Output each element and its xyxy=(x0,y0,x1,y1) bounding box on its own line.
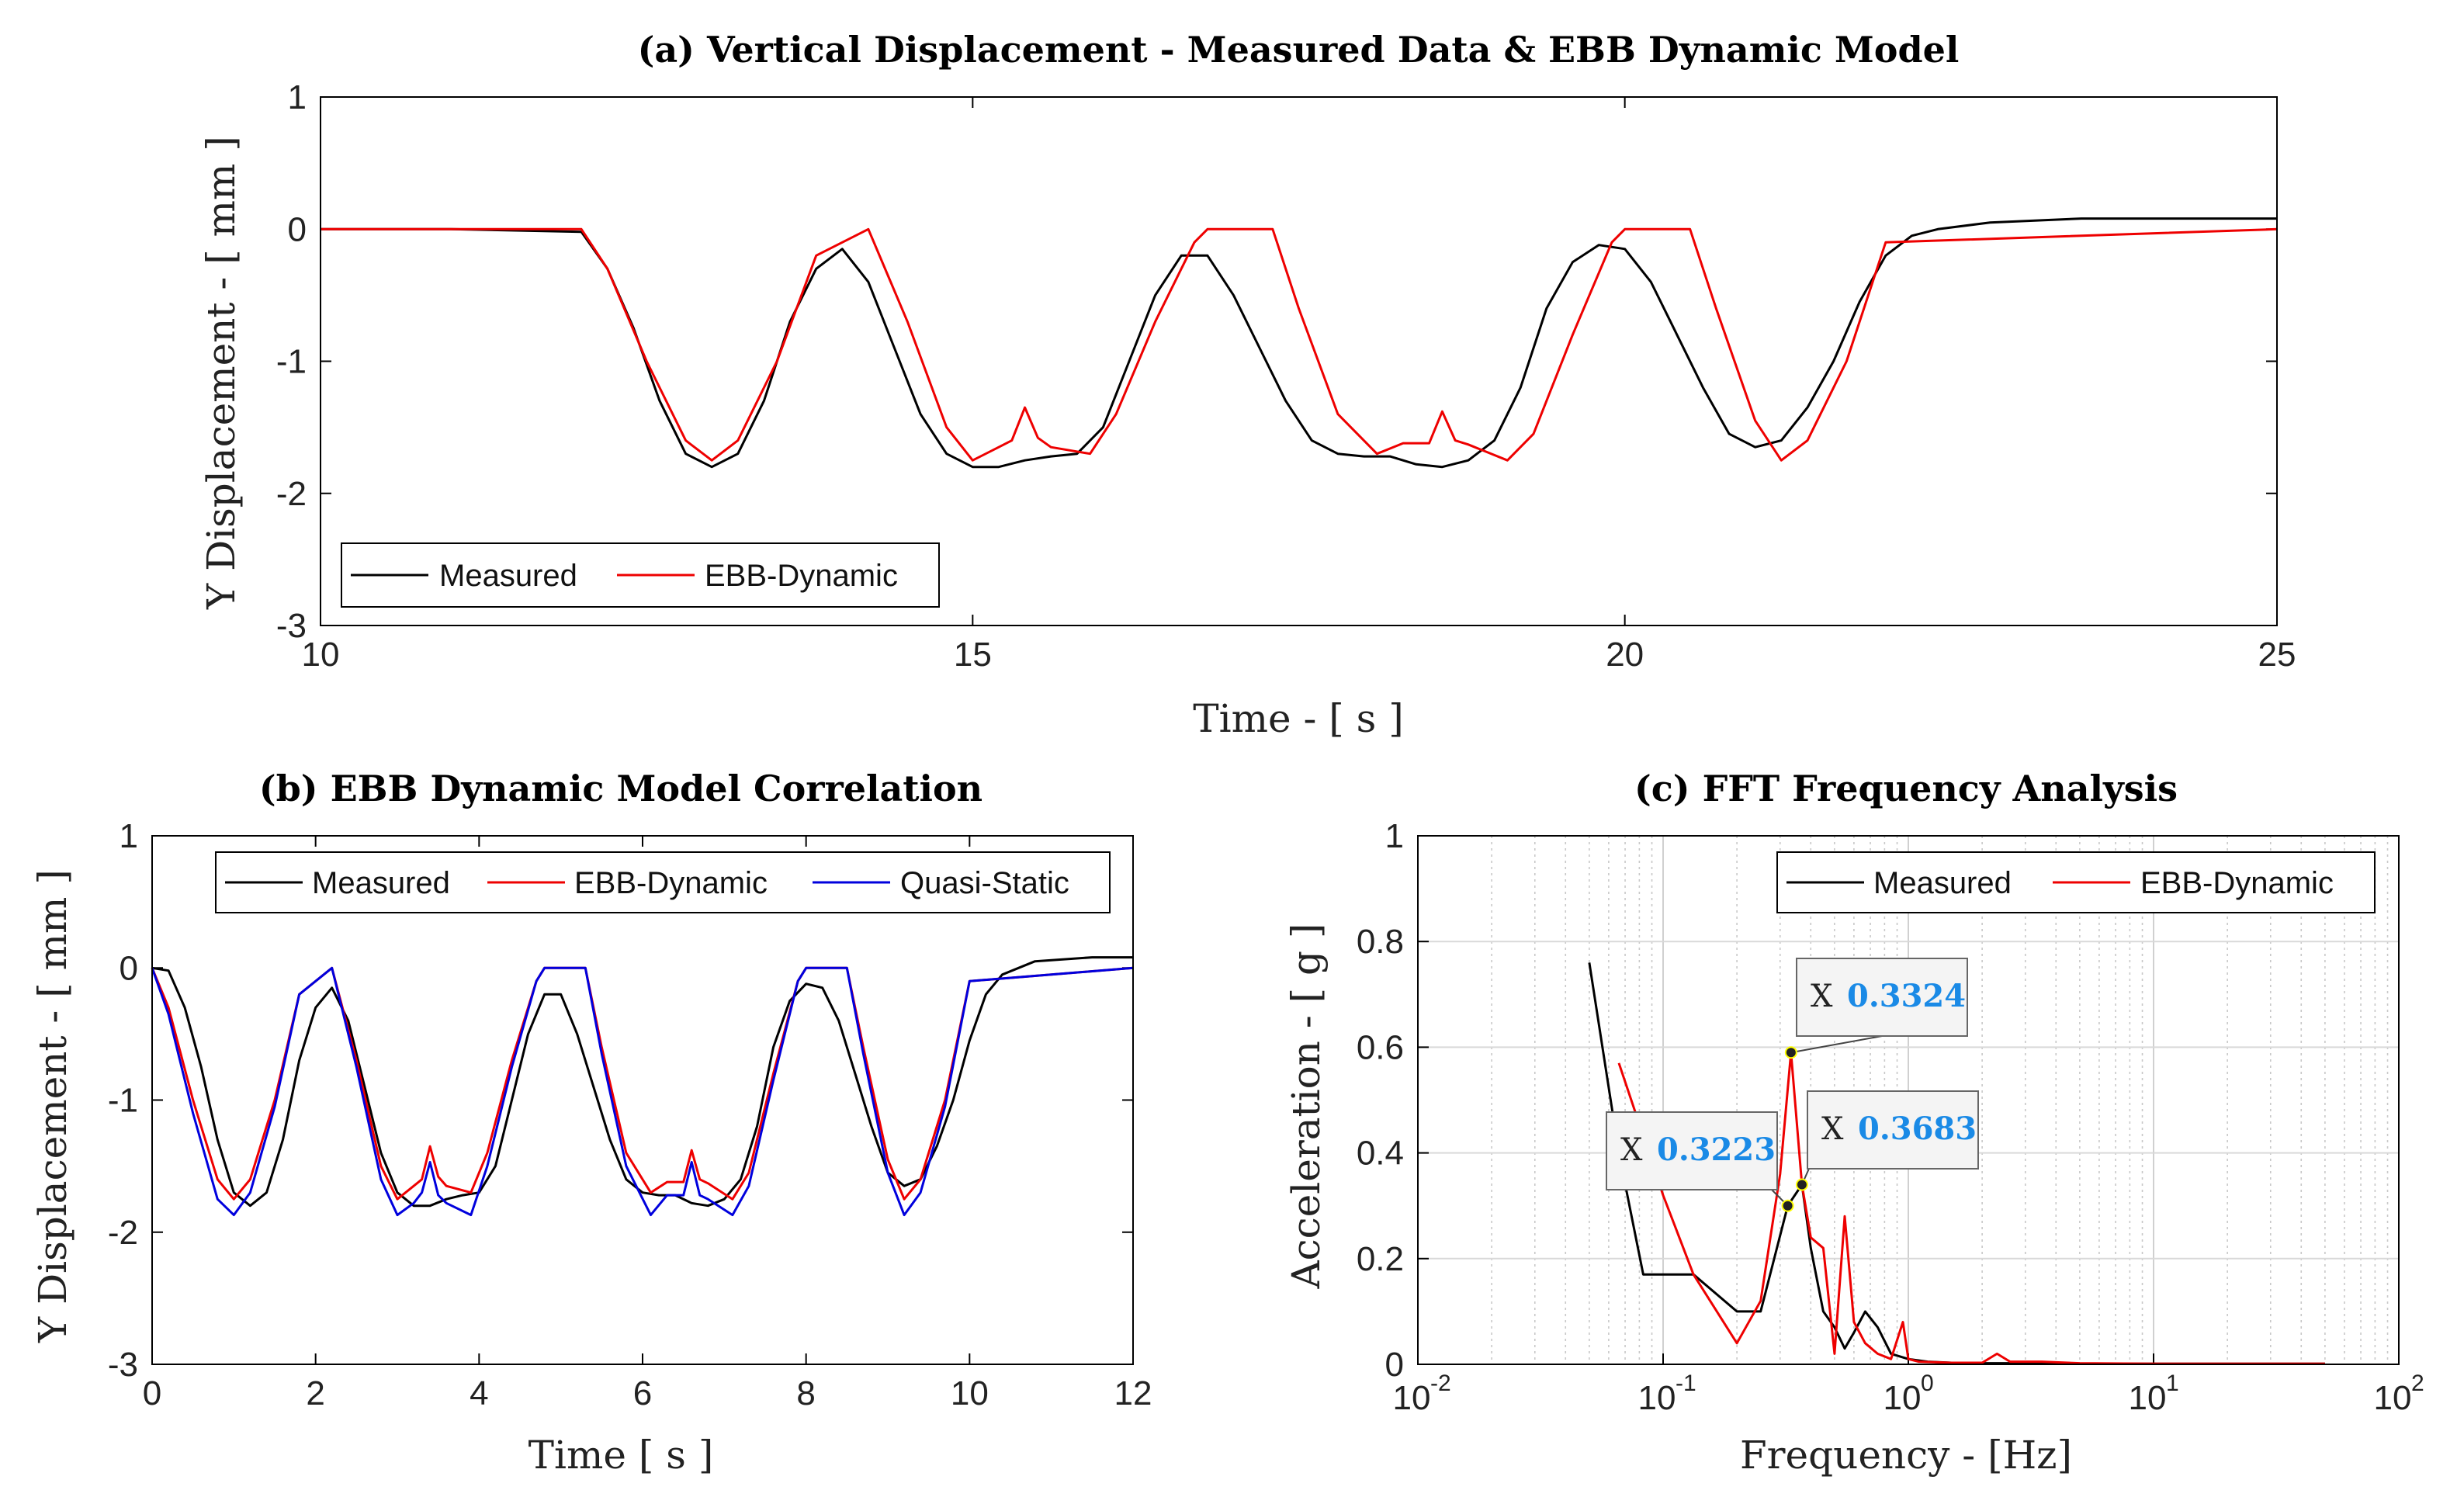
panel-c-axes-box xyxy=(1417,835,2400,1365)
panel-a-legend: Measured EBB-Dynamic xyxy=(341,542,940,608)
panel-a-ytick-label: 1 xyxy=(288,78,307,116)
panel-b-title: (b) EBB Dynamic Model Correlation xyxy=(259,768,982,809)
panel-b-ytick-label: -2 xyxy=(108,1214,138,1252)
panel-c-xtick-base: 10 xyxy=(2129,1379,2167,1417)
panel-c-ytick-label: 0.2 xyxy=(1357,1240,1404,1278)
panel-b-legend: Measured EBB-Dynamic Quasi-Static xyxy=(215,851,1111,913)
panel-c-xtick-exponent: 2 xyxy=(2411,1371,2424,1396)
panel-c-ylabel: Acceleration - [ g ] xyxy=(1284,924,1329,1290)
datatip-1-x-label: X xyxy=(1620,1132,1643,1168)
panel-c-xtick-base: 10 xyxy=(1393,1379,1431,1417)
panel-a-ytick-label: -3 xyxy=(276,607,307,645)
panel-b-series-measured xyxy=(151,956,1133,1208)
panel-c-grid xyxy=(1418,836,2399,1364)
panel-a-series xyxy=(321,217,2278,469)
panel-b-xtick-label: 12 xyxy=(1114,1374,1152,1412)
panel-c-xtick-exponent: 0 xyxy=(1921,1371,1934,1396)
datatip-0-value: 0.3324 xyxy=(1847,978,1966,1014)
panel-c-xlabel: Frequency - [Hz] xyxy=(1740,1433,2072,1478)
panel-b-xlabel: Time [ s ] xyxy=(528,1433,714,1478)
panel-b-axes-box xyxy=(151,835,1134,1365)
panel-a-ytick-label: -2 xyxy=(276,475,307,513)
datatip-0-box xyxy=(1796,958,1968,1037)
panel-b-legend-ebb-label: EBB-Dynamic xyxy=(574,866,768,900)
panel-c-legend: Measured EBB-Dynamic xyxy=(1776,851,2376,913)
panel-b-ytick-label: -3 xyxy=(108,1346,138,1384)
panel-a-series-measured xyxy=(321,217,2277,469)
panel-b-xtick-label: 2 xyxy=(306,1374,324,1412)
panel-c-xtick-base: 10 xyxy=(1884,1379,1922,1417)
datatip-0-marker xyxy=(1784,1046,1797,1059)
panel-a-legend-ebb-label: EBB-Dynamic xyxy=(705,559,898,593)
panel-c-fft-analysis: (c) FFT Frequency Analysis Frequency - [… xyxy=(1284,768,2424,1478)
panel-c-ytick-label: 0.6 xyxy=(1357,1028,1404,1066)
panel-c-xtick-exponent: 1 xyxy=(2166,1371,2179,1396)
panel-b-legend-quasi-label: Quasi-Static xyxy=(900,866,1069,900)
panel-a-vertical-displacement: (a) Vertical Displacement - Measured Dat… xyxy=(199,29,2296,741)
datatip-2-x-label: X xyxy=(1821,1111,1844,1147)
panel-a-xtick-label: 25 xyxy=(2258,636,2296,674)
panel-c-legend-measured-label: Measured xyxy=(1873,866,2012,900)
panel-a-xlabel: Time - [ s ] xyxy=(1193,696,1403,741)
panel-b-xtick-label: 6 xyxy=(633,1374,652,1412)
panel-c-series-ebb-dynamic xyxy=(1617,1051,2325,1365)
datatip-0-leader xyxy=(1790,1035,1883,1054)
datatip-2-value: 0.3683 xyxy=(1858,1111,1977,1147)
panel-c-legend-ebb-label: EBB-Dynamic xyxy=(2140,866,2334,900)
panel-c-ticks: 10 -2 10 -1 10 0 10 1 10 210.80.60.40.20 xyxy=(1357,817,2424,1417)
panel-a-title: (a) Vertical Displacement - Measured Dat… xyxy=(638,29,1960,71)
panel-c-series xyxy=(1588,962,2325,1365)
panel-c-series-measured xyxy=(1588,962,2325,1365)
panel-a-xtick-label: 10 xyxy=(302,636,340,674)
panel-b-xtick-label: 10 xyxy=(951,1374,989,1412)
panel-b-legend-box xyxy=(215,851,1111,913)
panel-b-legend-measured-label: Measured xyxy=(312,866,450,900)
panel-c-ytick-label: 0.8 xyxy=(1357,923,1404,961)
datatip-2[interactable]: X 0.3683 xyxy=(1795,1090,1979,1191)
panel-b-xtick-label: 4 xyxy=(470,1374,488,1412)
panel-c-xtick-base: 10 xyxy=(2374,1379,2412,1417)
panel-b-series-ebb-dynamic xyxy=(151,966,1134,1201)
datatip-0[interactable]: X 0.3324 xyxy=(1784,958,1968,1059)
panel-a-series-ebb-dynamic xyxy=(321,227,2278,462)
panel-a-ylabel: Y Displacement - [ mm ] xyxy=(199,136,244,610)
panel-a-ytick-label: -1 xyxy=(276,343,307,381)
panel-b-model-correlation: (b) EBB Dynamic Model Correlation Time [… xyxy=(30,768,1152,1478)
datatip-2-marker xyxy=(1795,1178,1808,1191)
panel-c-datatips: X 0.3324 X 0.3223 X 0.3683 xyxy=(1606,958,1979,1212)
datatip-2-box xyxy=(1807,1090,1979,1170)
datatip-1-marker xyxy=(1781,1199,1794,1212)
panel-b-ytick-label: -1 xyxy=(108,1082,138,1120)
panel-b-ytick-label: 1 xyxy=(120,817,138,855)
panel-b-ytick-label: 0 xyxy=(120,949,138,987)
panel-a-legend-measured-label: Measured xyxy=(439,559,577,593)
panel-c-ytick-label: 1 xyxy=(1385,817,1404,855)
panel-b-series-quasi-static xyxy=(151,966,1134,1217)
panel-b-xtick-label: 8 xyxy=(796,1374,815,1412)
panel-c-ytick-label: 0.4 xyxy=(1357,1135,1404,1173)
datatip-0-x-label: X xyxy=(1811,979,1833,1014)
panel-a-xtick-label: 20 xyxy=(1606,636,1644,674)
panel-c-xtick-base: 10 xyxy=(1638,1379,1676,1417)
panel-b-series xyxy=(151,956,1134,1217)
datatip-1-value: 0.3223 xyxy=(1657,1131,1776,1168)
panel-c-ytick-label: 0 xyxy=(1385,1346,1404,1384)
panel-c-xtick-exponent: -2 xyxy=(1430,1371,1451,1396)
panel-b-ylabel: Y Displacement - [ mm ] xyxy=(30,869,75,1343)
panel-a-axes-box xyxy=(320,96,2278,626)
panel-b-xtick-label: 0 xyxy=(143,1374,161,1412)
datatip-1-box xyxy=(1606,1111,1778,1190)
panel-a-xtick-label: 15 xyxy=(954,636,992,674)
panel-a-ytick-label: 0 xyxy=(288,210,307,248)
panel-c-title: (c) FFT Frequency Analysis xyxy=(1634,768,2178,809)
datatip-1[interactable]: X 0.3223 xyxy=(1606,1111,1794,1212)
panel-c-xtick-exponent: -1 xyxy=(1676,1371,1696,1396)
